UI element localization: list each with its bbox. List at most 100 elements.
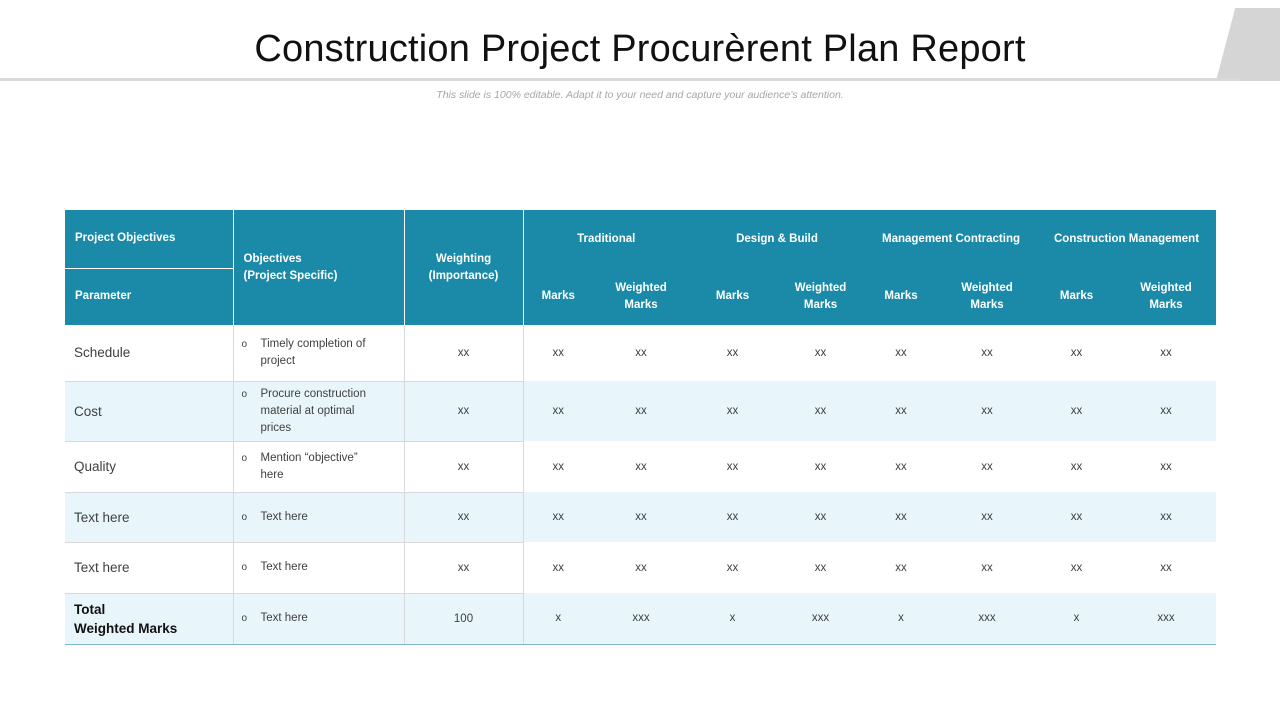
header-weighted-marks: Weighted Marks bbox=[593, 268, 689, 325]
header-group-management-contracting: Management Contracting bbox=[865, 210, 1038, 268]
objective-text: Mention “objective” here bbox=[260, 451, 358, 481]
cell-weighted-marks: xx bbox=[593, 381, 689, 441]
row-parameter: Schedule bbox=[65, 325, 234, 382]
row-parameter-total: Total Weighted Marks bbox=[65, 593, 234, 645]
row-parameter: Text here bbox=[65, 542, 234, 594]
cell-marks: xx bbox=[523, 492, 593, 542]
bullet-icon: o bbox=[241, 338, 248, 350]
cell-weighted-marks: xx bbox=[593, 542, 689, 593]
cell-weighted-marks: xx bbox=[1116, 441, 1217, 492]
cell-marks: x bbox=[1037, 593, 1117, 645]
objective-text: Procure construction material at optimal p… bbox=[260, 387, 366, 434]
cell-marks: x bbox=[523, 593, 593, 645]
cell-marks: xx bbox=[689, 542, 776, 593]
cell-weighted-marks: xx bbox=[1116, 381, 1217, 441]
header-project-objectives: Project Objectives bbox=[65, 210, 234, 269]
header-group-design-build: Design & Build bbox=[689, 210, 865, 268]
row-weighting: xx bbox=[404, 542, 524, 594]
header-marks: Marks bbox=[689, 268, 776, 325]
cell-marks: xx bbox=[865, 325, 937, 381]
row-weighting: xx bbox=[404, 325, 524, 382]
header-marks: Marks bbox=[1037, 268, 1117, 325]
table-row: Text here o Text here xx xx xx xx xx xx … bbox=[65, 542, 1217, 594]
cell-marks: xx bbox=[523, 441, 593, 492]
header-weighted-marks: Weighted Marks bbox=[776, 268, 865, 325]
cell-weighted-marks: xx bbox=[593, 492, 689, 542]
objective-text: Text here bbox=[260, 510, 308, 523]
row-objective: o Text here bbox=[233, 593, 405, 645]
cell-marks: xx bbox=[689, 325, 776, 381]
cell-marks: xx bbox=[865, 381, 937, 441]
cell-weighted-marks: xxx bbox=[1116, 593, 1217, 645]
cell-marks: xx bbox=[523, 381, 593, 441]
cell-weighted-marks: xx bbox=[937, 441, 1038, 492]
row-weighting: xx bbox=[404, 441, 524, 493]
cell-weighted-marks: xx bbox=[776, 542, 865, 593]
cell-marks: xx bbox=[689, 492, 776, 542]
cell-marks: xx bbox=[1037, 542, 1117, 593]
cell-marks: xx bbox=[1037, 381, 1117, 441]
row-objective: o Text here bbox=[233, 542, 405, 594]
cell-marks: xx bbox=[865, 441, 937, 492]
objective-text: Text here bbox=[260, 561, 308, 573]
header-weighted-marks: Weighted Marks bbox=[937, 268, 1038, 325]
cell-weighted-marks: xx bbox=[776, 325, 865, 381]
table-row-total: Total Weighted Marks o Text here 100 x x… bbox=[65, 593, 1217, 645]
row-weighting: xx bbox=[404, 381, 524, 442]
cell-weighted-marks: xx bbox=[776, 492, 865, 542]
cell-weighted-marks: xx bbox=[937, 381, 1038, 441]
table-row: Text here o Text here xx xx xx xx xx xx … bbox=[65, 492, 1217, 543]
header-weighting: Weighting (Importance) bbox=[404, 210, 524, 325]
header-weighted-marks: Weighted Marks bbox=[1116, 268, 1217, 325]
header-objectives-line1: Objectives bbox=[243, 252, 302, 265]
cell-marks: xx bbox=[689, 381, 776, 441]
table-row: Cost o Procure construction material at o… bbox=[65, 381, 1217, 442]
row-parameter: Cost bbox=[65, 381, 234, 442]
cell-marks: xx bbox=[523, 325, 593, 381]
header-marks: Marks bbox=[523, 268, 593, 325]
row-weighting: 100 bbox=[404, 593, 524, 645]
bullet-icon: o bbox=[241, 613, 248, 624]
cell-marks: x bbox=[865, 593, 937, 645]
row-objective: o Text here bbox=[233, 492, 405, 543]
header-parameter: Parameter bbox=[65, 268, 234, 325]
bullet-icon: o bbox=[241, 562, 248, 573]
cell-marks: xx bbox=[1037, 492, 1117, 542]
cell-weighted-marks: xx bbox=[1116, 492, 1217, 542]
header-weighting-line1: Weighting bbox=[435, 252, 492, 265]
row-objective: o Timely completion of project bbox=[233, 325, 405, 382]
row-weighting: xx bbox=[404, 492, 524, 543]
row-parameter: Quality bbox=[65, 441, 234, 493]
page-subtitle: This slide is 100% editable. Adapt it to… bbox=[436, 89, 844, 101]
header-weighting-line2: (Importance) bbox=[428, 269, 499, 282]
objective-text: Text here bbox=[260, 612, 308, 624]
bullet-icon: o bbox=[241, 452, 248, 464]
objective-text: Timely completion of project bbox=[260, 337, 366, 367]
cell-weighted-marks: xx bbox=[1116, 325, 1217, 381]
page-title: Construction Project Procurèrent Plan Re… bbox=[254, 28, 1026, 70]
cell-marks: xx bbox=[1037, 441, 1117, 492]
cell-weighted-marks: xx bbox=[776, 441, 865, 492]
table-row: Schedule o Timely completion of project x… bbox=[65, 325, 1217, 382]
cell-weighted-marks: xx bbox=[1116, 542, 1217, 593]
cell-weighted-marks: xx bbox=[776, 381, 865, 441]
bullet-icon: o bbox=[241, 511, 248, 523]
row-objective: o Mention “objective” here bbox=[233, 441, 405, 493]
cell-marks: xx bbox=[1037, 325, 1117, 381]
cell-weighted-marks: xxx bbox=[776, 593, 865, 645]
header-objectives: Objectives (Project Specific) bbox=[233, 210, 405, 325]
cell-marks: xx bbox=[689, 441, 776, 492]
cell-marks: xx bbox=[523, 542, 593, 593]
cell-weighted-marks: xx bbox=[593, 441, 689, 492]
header-objectives-line2: (Project Specific) bbox=[243, 269, 338, 282]
header-group-traditional: Traditional bbox=[523, 210, 689, 268]
cell-weighted-marks: xx bbox=[937, 492, 1038, 542]
header-group-construction-management: Construction Management bbox=[1037, 210, 1217, 268]
header-marks: Marks bbox=[865, 268, 937, 325]
cell-marks: x bbox=[689, 593, 776, 645]
cell-marks: xx bbox=[865, 492, 937, 542]
title-underline bbox=[0, 78, 1240, 81]
cell-marks: xx bbox=[865, 542, 937, 593]
header-row-subcolumns: Parameter Marks Weighted Marks Marks Weig… bbox=[65, 268, 1217, 325]
